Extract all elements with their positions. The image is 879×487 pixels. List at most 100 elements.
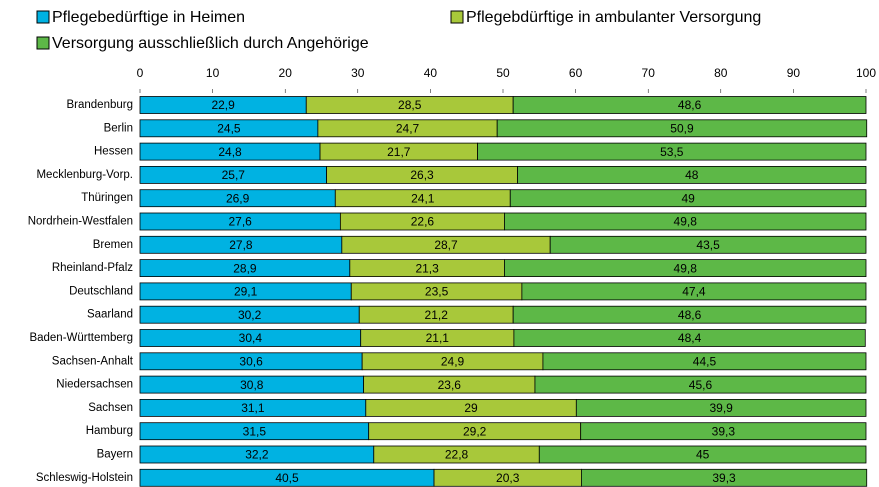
bar-segment	[549, 235, 867, 254]
value-label: 21,7	[387, 145, 411, 159]
bar-segment	[512, 96, 867, 114]
x-tick-label: 30	[351, 66, 365, 80]
value-label: 24,7	[396, 121, 420, 135]
category-label: Mecklenburg-Vorp.	[36, 169, 133, 181]
legend-label: Pflegebdürftige in ambulanter Versorgung	[466, 9, 761, 26]
x-tick-label: 70	[642, 66, 656, 80]
bar-segment	[521, 282, 867, 301]
value-label: 29,2	[463, 424, 487, 438]
category-label: Thüringen	[81, 192, 133, 204]
value-label: 22,6	[411, 215, 435, 229]
x-tick-label: 60	[569, 66, 583, 80]
category-label: Rheinland-Pfalz	[52, 262, 133, 274]
x-tick-label: 80	[714, 66, 728, 80]
value-label: 44,5	[693, 354, 717, 368]
value-label: 24,1	[411, 191, 435, 205]
value-label: 40,5	[275, 471, 299, 485]
value-label: 30,4	[239, 331, 263, 345]
value-label: 48,6	[678, 98, 702, 112]
value-label: 45	[696, 448, 710, 462]
value-label: 21,3	[415, 261, 439, 275]
value-label: 26,3	[410, 168, 434, 182]
category-label: Brandenburg	[67, 99, 134, 111]
bar-segment	[575, 398, 867, 417]
bar-segment	[580, 422, 867, 441]
value-label: 22,9	[211, 98, 235, 112]
legend-label: Pflegebedürftige in Heimen	[52, 9, 245, 26]
value-label: 27,6	[229, 215, 253, 229]
x-tick-label: 10	[206, 66, 220, 80]
value-label: 32,2	[245, 448, 269, 462]
value-label: 31,1	[241, 401, 265, 415]
value-label: 48,4	[678, 331, 702, 345]
value-label: 20,3	[496, 471, 520, 485]
category-label: Deutschland	[69, 285, 133, 297]
value-label: 21,1	[426, 331, 450, 345]
value-label: 25,7	[222, 168, 246, 182]
value-label: 53,5	[660, 145, 684, 159]
value-label: 30,2	[238, 308, 262, 322]
value-label: 39,3	[712, 471, 736, 485]
value-label: 39,3	[712, 424, 736, 438]
bar-segment	[504, 259, 867, 278]
x-tick-label: 90	[787, 66, 801, 80]
value-label: 28,5	[398, 98, 422, 112]
bar-segment	[504, 212, 867, 231]
bar-segment	[534, 375, 867, 394]
value-label: 49	[681, 191, 695, 205]
value-label: 28,7	[434, 238, 458, 252]
bar-segment	[513, 329, 866, 347]
legend-label: Versorgung ausschließlich durch Angehöri…	[52, 35, 369, 52]
value-label: 50,9	[670, 121, 694, 135]
category-label: Baden-Württemberg	[29, 332, 133, 344]
value-label: 23,5	[425, 285, 449, 299]
value-label: 22,8	[445, 448, 469, 462]
value-label: 49,8	[674, 261, 698, 275]
value-label: 43,5	[696, 238, 720, 252]
value-label: 29	[464, 401, 478, 415]
legend-swatch	[36, 36, 50, 50]
bar-segment	[542, 352, 867, 371]
category-label: Berlin	[104, 122, 133, 134]
category-label: Nordrhein-Westfalen	[28, 216, 133, 228]
x-tick-label: 40	[424, 66, 438, 80]
value-label: 45,6	[689, 378, 713, 392]
x-tick-label: 20	[279, 66, 293, 80]
x-tick-label: 0	[137, 66, 144, 80]
value-label: 31,5	[243, 424, 267, 438]
value-label: 28,9	[233, 261, 257, 275]
value-label: 24,8	[218, 145, 242, 159]
category-label: Sachsen	[88, 402, 133, 414]
value-label: 26,9	[226, 191, 250, 205]
category-label: Bremen	[93, 239, 133, 251]
category-label: Sachsen-Anhalt	[52, 355, 134, 367]
category-label: Hessen	[94, 146, 133, 158]
x-tick-label: 100	[856, 66, 876, 80]
category-label: Saarland	[87, 309, 133, 321]
category-label: Hamburg	[86, 425, 133, 437]
category-label: Schleswig-Holstein	[36, 472, 133, 484]
value-label: 29,1	[234, 285, 258, 299]
value-label: 39,9	[709, 401, 733, 415]
bar-segment	[581, 468, 868, 487]
category-label: Niedersachsen	[56, 379, 133, 391]
bar-segment	[517, 165, 867, 184]
value-label: 24,5	[217, 121, 241, 135]
value-label: 30,6	[239, 354, 263, 368]
value-label: 47,4	[682, 285, 706, 299]
value-label: 24,9	[441, 354, 465, 368]
value-label: 21,2	[425, 308, 449, 322]
value-label: 23,6	[438, 378, 462, 392]
value-label: 27,8	[229, 238, 253, 252]
value-label: 49,8	[674, 215, 698, 229]
bar-segment	[477, 142, 867, 161]
bar-segment	[538, 445, 867, 464]
legend-swatch	[36, 10, 50, 24]
x-tick-label: 50	[496, 66, 510, 80]
value-label: 30,8	[240, 378, 264, 392]
legend-swatch	[450, 10, 464, 24]
bar-segment	[509, 189, 867, 208]
category-label: Bayern	[97, 449, 133, 461]
bar-segment	[496, 119, 868, 138]
